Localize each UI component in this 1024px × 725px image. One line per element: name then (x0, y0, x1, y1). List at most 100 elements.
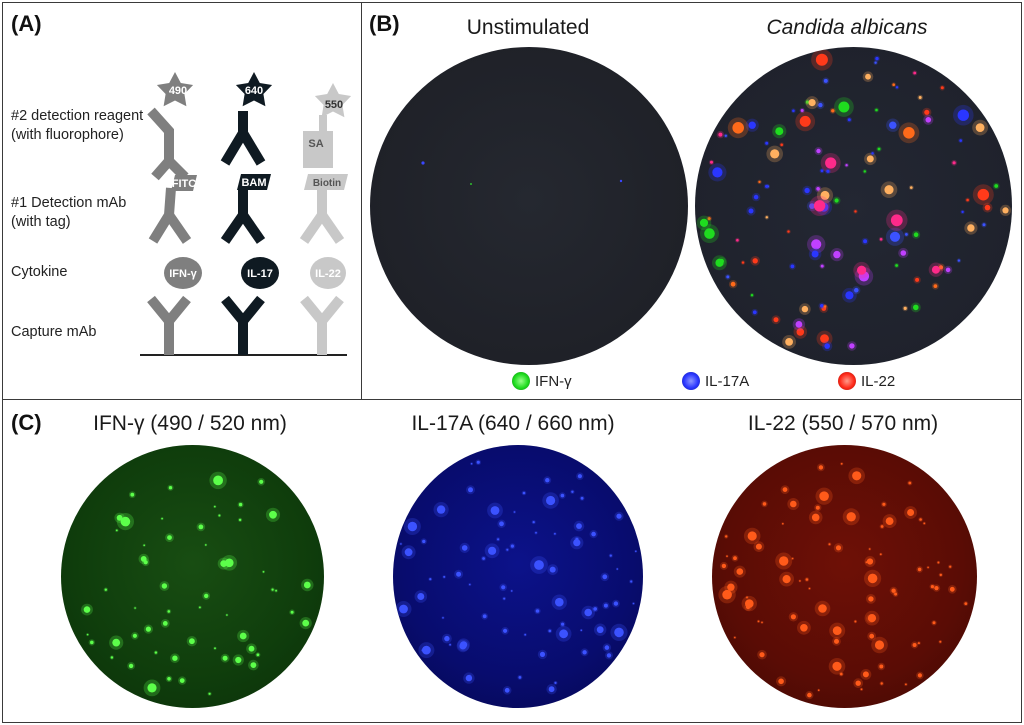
spot (882, 502, 886, 506)
spot (846, 512, 856, 522)
spot (593, 607, 597, 611)
well-unstimulated-spots (421, 161, 623, 185)
spot (554, 532, 556, 535)
spot (576, 523, 582, 529)
spot (930, 585, 934, 589)
spot (469, 583, 471, 586)
spot (443, 575, 446, 578)
spot (874, 61, 877, 64)
spot (809, 203, 815, 210)
spot (635, 550, 637, 553)
spot (863, 239, 868, 244)
spot (290, 610, 294, 614)
bam-tag-label: BAM (241, 177, 266, 189)
spot (748, 208, 754, 214)
spot (161, 517, 163, 520)
spot (927, 566, 929, 569)
spot (459, 642, 467, 650)
spot (482, 557, 485, 560)
spot (613, 601, 619, 606)
spot (770, 149, 780, 159)
spot (925, 117, 932, 123)
spot (939, 573, 942, 577)
channel-title-il-22: IL-22 (550 / 570 nm) (747, 412, 939, 435)
spot (917, 567, 922, 572)
detection-mab-1-stem (148, 187, 176, 244)
spot (604, 645, 610, 650)
capture-mab-2-arms (221, 295, 265, 329)
spot (913, 71, 917, 75)
spot (134, 607, 136, 609)
spot (773, 317, 779, 323)
spot (894, 592, 898, 596)
spot (172, 655, 178, 661)
spot (545, 478, 550, 483)
detection-mab-2-stem (220, 190, 248, 244)
spot (924, 109, 930, 115)
spot (218, 514, 221, 517)
spot (269, 510, 277, 519)
spot (755, 543, 762, 550)
spot (871, 152, 874, 155)
spot (937, 561, 940, 564)
spot (522, 491, 526, 495)
spot (577, 474, 582, 479)
spot (791, 557, 794, 560)
fluorophore-640-label: 640 (245, 85, 263, 97)
spot (885, 517, 894, 525)
spot (699, 218, 709, 227)
spot (614, 627, 624, 638)
spot (736, 568, 744, 575)
column-ifn-gamma: 490 FITC IFN-γ (147, 72, 202, 355)
spot (616, 513, 622, 519)
capture-mab-3-arms (300, 295, 344, 329)
spot (422, 645, 431, 655)
spot (226, 614, 228, 616)
spot (895, 264, 898, 267)
spot (903, 306, 907, 310)
spot (905, 683, 907, 686)
spot (561, 622, 565, 626)
spot (817, 689, 820, 691)
spot (782, 575, 791, 584)
spot (967, 224, 975, 232)
spot (840, 462, 843, 465)
spot (915, 277, 920, 282)
legend-label-il-17a: IL-17A (705, 372, 750, 390)
spot (917, 673, 922, 678)
spot (573, 539, 581, 547)
detection-mab-2-arm (238, 212, 266, 244)
spot (112, 638, 121, 647)
spot (162, 621, 168, 626)
spot (818, 604, 827, 613)
biotin-tag (304, 174, 348, 190)
spot (248, 645, 255, 652)
spot (214, 505, 216, 508)
spot (957, 259, 961, 262)
spot (736, 238, 739, 242)
cytokine-ifn-gamma-label: IFN-γ (169, 268, 197, 280)
spot (741, 261, 745, 264)
spot (868, 616, 874, 622)
spot (468, 675, 471, 678)
spot (256, 653, 260, 657)
spot (167, 677, 171, 681)
legend-il-22: IL-22 (838, 372, 895, 390)
spot (707, 217, 711, 221)
fitc-tag (171, 175, 197, 191)
spot (892, 83, 895, 86)
reagent-antibody-1-left (147, 107, 174, 181)
fitc-tag-label: FITC (172, 178, 196, 190)
panel-c: (C) IFN-γ (490 / 520 nm) IL-17A (640 / 6… (2, 399, 1022, 723)
spot (933, 284, 938, 288)
bam-tag (237, 174, 271, 190)
spot (903, 127, 915, 139)
spot (732, 122, 744, 134)
spot (499, 521, 504, 527)
spot (818, 465, 824, 470)
spot (204, 593, 209, 599)
spot (417, 593, 425, 600)
spot (161, 583, 168, 589)
spot (560, 493, 565, 498)
spot (832, 626, 842, 635)
